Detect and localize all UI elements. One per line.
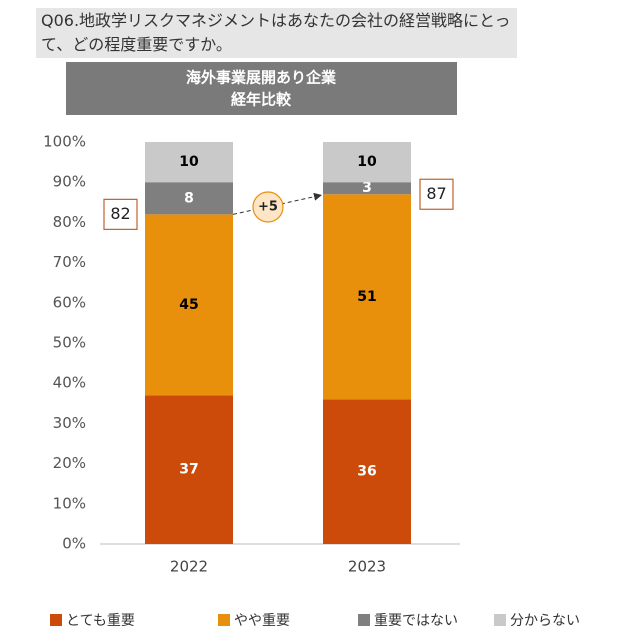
- x-tick-label: 2023: [348, 558, 386, 576]
- y-tick-label: 20%: [53, 454, 86, 472]
- bar-segment: [323, 182, 411, 195]
- data-label: 3: [362, 180, 372, 196]
- y-tick-label: 0%: [62, 535, 86, 553]
- data-label: 8: [184, 190, 194, 206]
- total-label: 82: [110, 204, 130, 223]
- data-label: 10: [179, 154, 199, 170]
- legend-swatch: [218, 614, 230, 626]
- y-tick-label: 70%: [53, 253, 86, 271]
- question: Q06.地政学リスクマネジメントはあなたの会社の経営戦略にとって、どの程度重要で…: [36, 8, 517, 58]
- data-label: 10: [357, 154, 377, 170]
- legend-swatch: [494, 614, 506, 626]
- bar-segment: [323, 194, 411, 400]
- bar-segment: [323, 399, 411, 544]
- bar-segment: [145, 142, 233, 183]
- total-box: [419, 178, 454, 210]
- bar-segment: [323, 142, 411, 183]
- y-tick-label: 50%: [53, 334, 86, 352]
- legend-label: 重要ではない: [374, 613, 458, 629]
- header-box: [66, 62, 457, 115]
- legend-swatch: [50, 614, 62, 626]
- total-box: [103, 198, 138, 230]
- y-tick-label: 10%: [53, 494, 86, 512]
- y-tick-label: 60%: [53, 293, 86, 311]
- legend-label: とても重要: [66, 613, 135, 629]
- data-label: 37: [179, 462, 198, 478]
- difference-badge: [252, 191, 284, 223]
- y-tick-label: 80%: [53, 213, 86, 231]
- x-tick-label: 2022: [170, 558, 208, 576]
- difference-label: +5: [258, 200, 278, 215]
- data-label: 51: [357, 289, 376, 305]
- y-tick-label: 40%: [53, 374, 86, 392]
- header-line: 海外事業展開あり企業: [186, 69, 337, 87]
- y-tick-label: 100%: [43, 133, 86, 151]
- header-line: 経年比較: [231, 91, 292, 109]
- y-tick-label: 30%: [53, 414, 86, 432]
- data-label: 36: [357, 464, 376, 480]
- bar-segment: [145, 182, 233, 215]
- total-label: 87: [426, 184, 446, 203]
- legend-label: 分からない: [510, 613, 580, 629]
- y-tick-label: 90%: [53, 173, 86, 191]
- bar-segment: [145, 214, 233, 396]
- legend-swatch: [358, 614, 370, 626]
- data-label: 45: [179, 297, 198, 313]
- legend-label: やや重要: [234, 613, 290, 629]
- bar-segment: [145, 395, 233, 544]
